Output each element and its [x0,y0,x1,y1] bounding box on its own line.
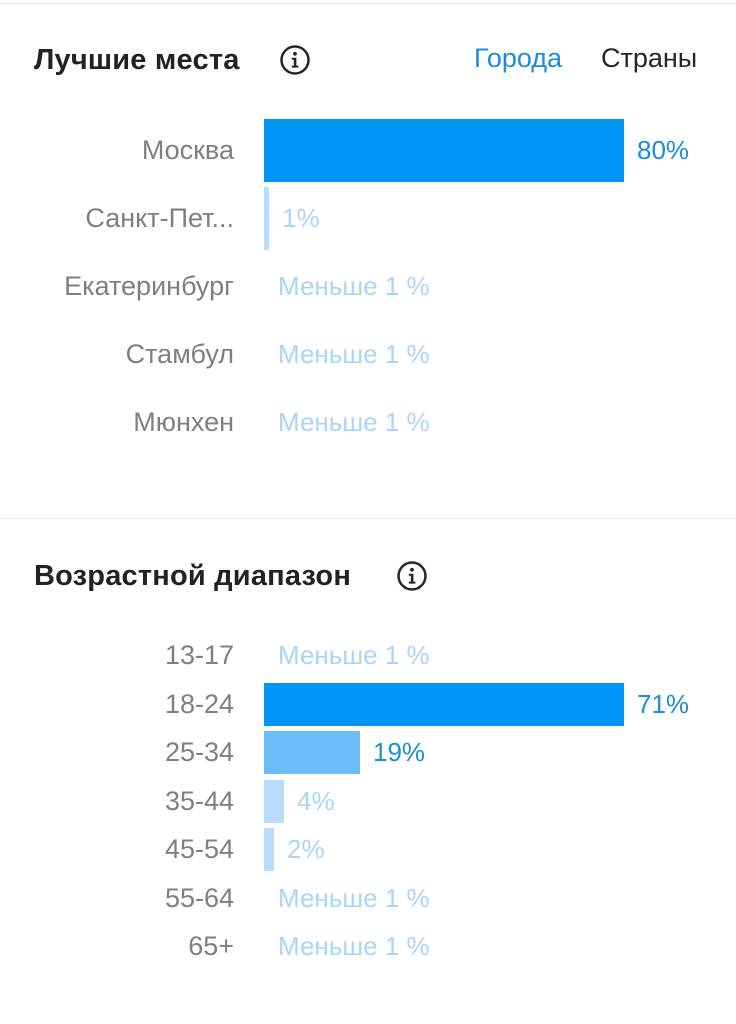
chart-row: Стамбул Меньше 1 % [0,323,736,386]
value-label: Меньше 1 % [278,407,430,437]
section-divider [0,518,736,519]
chart-row: Екатеринбург Меньше 1 % [0,255,736,318]
chart-row: Москва 80% [0,119,736,182]
top-places-section: Лучшие места Города Страны Москва 80% Санк… [0,30,736,470]
category-label: Москва [141,135,234,165]
bar [264,119,624,182]
category-label: Санкт-Пет... [85,203,234,233]
value-label: 2% [287,834,325,864]
value-label: 71% [637,688,690,719]
chart-row: 13-17 Меньше 1 % [0,634,736,677]
category-label: 45-54 [164,834,234,864]
chart-row: Мюнхен Меньше 1 % [0,391,736,454]
category-label: 65+ [188,931,234,961]
category-label: 18-24 [164,688,234,719]
value-label: Меньше 1 % [278,339,430,369]
value-label: 80% [637,135,690,165]
chart-row: 18-24 71% [0,682,736,726]
info-icon[interactable] [396,560,428,592]
category-label: 35-44 [164,785,234,816]
bar [264,682,624,726]
category-label: Мюнхен [133,407,234,437]
top-places-title: Лучшие места [34,44,240,76]
age-range-section: Возрастной диапазон 13-17 Меньше 1 % 18-24… [0,546,736,986]
top-places-header: Лучшие места Города Страны [0,30,736,90]
category-label: 13-17 [164,640,234,670]
bar [264,187,269,250]
value-label: Меньше 1 % [278,640,430,670]
category-label: Стамбул [125,339,234,369]
category-label: 25-34 [164,737,234,767]
info-icon[interactable] [279,44,311,76]
tab-cities[interactable]: Города [474,43,563,73]
value-label: Меньше 1 % [278,882,430,913]
value-label: 4% [297,785,335,816]
value-label: 1% [282,203,320,233]
chart-row: Санкт-Пет... 1% [0,187,736,250]
chart-row: 35-44 4% [0,779,736,823]
bar [264,731,360,774]
chart-row: 55-64 Меньше 1 % [0,877,736,920]
value-label: 19% [373,737,426,767]
value-label: Меньше 1 % [278,271,430,301]
age-range-header: Возрастной диапазон [0,546,736,606]
chart-row: 25-34 19% [0,731,736,774]
category-label: Екатеринбург [64,271,234,301]
chart-row: 65+ Меньше 1 % [0,925,736,968]
age-range-title: Возрастной диапазон [34,560,352,592]
bar [264,779,284,823]
bar [264,828,274,871]
chart-row: 45-54 2% [0,828,736,871]
tab-countries[interactable]: Страны [601,43,698,73]
top-divider [0,3,736,4]
value-label: Меньше 1 % [278,931,430,961]
category-label: 55-64 [164,882,234,913]
